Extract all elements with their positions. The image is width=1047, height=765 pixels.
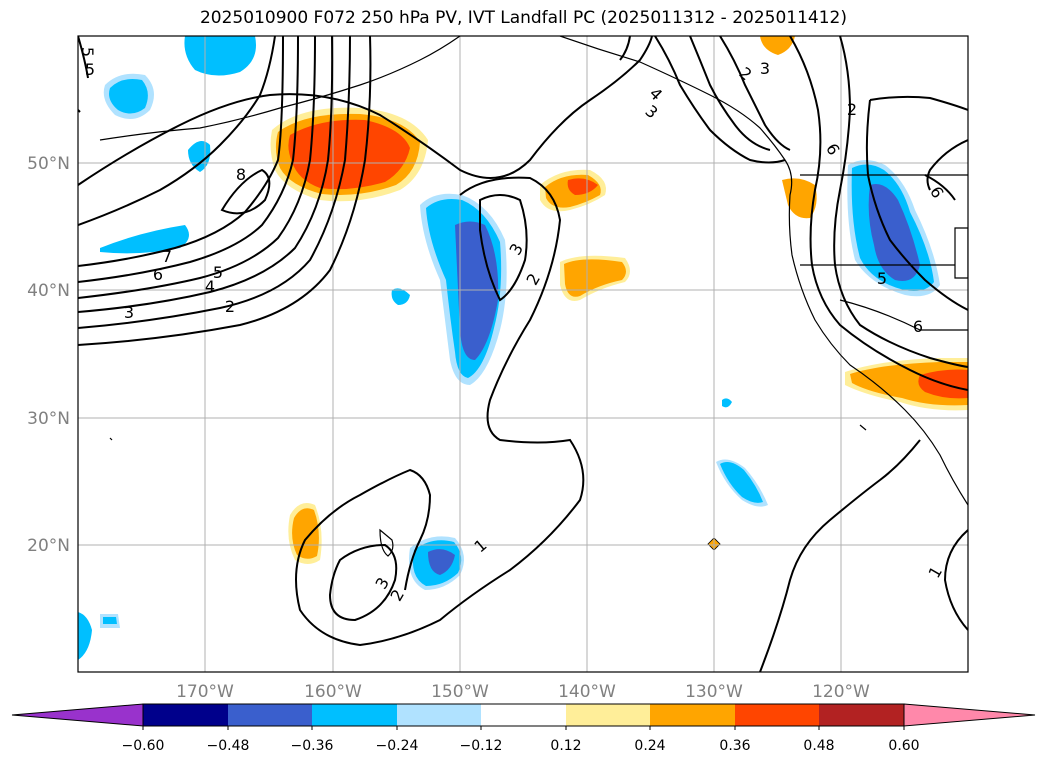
pv-anomaly-negative xyxy=(455,221,499,360)
colorbar: −0.60 −0.48 −0.36 −0.24 −0.12 0.12 0.24 0.36 0.4… xyxy=(11,703,1036,754)
lat-tick-label: 40°N xyxy=(27,281,70,301)
colorbar-tick-label: 0.12 xyxy=(550,738,581,754)
contour-label: 5 xyxy=(877,269,887,288)
lat-tick-layer: 50°N 40°N 30°N 20°N xyxy=(27,154,70,556)
pv-anomaly-negative xyxy=(720,462,763,503)
colorbar-tick-label: 0.48 xyxy=(803,738,834,754)
pv-anomaly-negative xyxy=(428,549,455,575)
map-title: 2025010900 F072 250 hPa PV, IVT Landfall… xyxy=(199,8,847,28)
colorbar-frame xyxy=(142,703,905,727)
lat-tick-label: 50°N xyxy=(27,154,70,174)
contour-label: 4 xyxy=(205,277,215,296)
contour-label: 7 xyxy=(162,247,172,266)
pv-anomaly-positive xyxy=(564,259,626,297)
colorbar-tick-label: 0.24 xyxy=(634,738,665,754)
pv-anomaly-negative xyxy=(184,36,256,76)
contour-label: 5 xyxy=(78,47,97,57)
pv-anomaly-negative xyxy=(78,612,92,660)
colorbar-tick-label: 0.36 xyxy=(719,738,750,754)
map-frame xyxy=(77,35,969,673)
colorbar-segment xyxy=(566,704,650,726)
colorbar-segment xyxy=(481,704,566,726)
pv-anomaly-positive xyxy=(567,178,598,195)
contour-label: 3 xyxy=(760,59,770,78)
lon-tick-label: 150°W xyxy=(431,682,489,702)
contour-label: 3 xyxy=(124,303,134,322)
colorbar-segment xyxy=(228,704,312,726)
colorbar-tick-label: −0.24 xyxy=(376,738,419,754)
pv-anomaly-positive xyxy=(760,36,795,55)
map-background xyxy=(78,36,968,672)
contour-label: 6 xyxy=(153,265,163,284)
contour-label: 2 xyxy=(225,297,235,316)
colorbar-tick-label: −0.36 xyxy=(291,738,334,754)
colorbar-tick-label: −0.48 xyxy=(207,738,250,754)
contour-label: 8 xyxy=(236,165,246,184)
colorbar-extension-low xyxy=(11,703,144,727)
lon-tick-label: 140°W xyxy=(558,682,616,702)
gridlines xyxy=(78,36,968,672)
colorbar-tick-label: 0.60 xyxy=(888,738,919,754)
lon-tick-label: 160°W xyxy=(304,682,362,702)
contour-label: 2 xyxy=(847,100,857,119)
pv-anomaly-negative xyxy=(391,288,410,305)
pv-anomaly-negative xyxy=(109,79,148,114)
coastlines xyxy=(99,36,968,557)
colorbar-segment xyxy=(397,704,481,726)
contour-label: 5 xyxy=(85,60,95,79)
pv-fill-layer xyxy=(78,36,968,660)
ivt-contours xyxy=(78,36,968,672)
pv-anomaly-positive xyxy=(292,508,319,559)
colorbar-segment xyxy=(650,704,735,726)
lon-tick-layer: 170°W 160°W 150°W 140°W 130°W 120°W xyxy=(176,682,870,702)
pv-anomaly-negative xyxy=(100,225,189,254)
colorbar-segment xyxy=(312,704,397,726)
pv-anomaly-positive xyxy=(288,119,410,190)
pv-anomaly-negative xyxy=(103,617,117,624)
lat-tick-label: 20°N xyxy=(27,536,70,556)
colorbar-segment xyxy=(819,704,904,726)
colorbar-extension-high xyxy=(903,703,1036,727)
pv-anomaly-negative xyxy=(868,184,920,281)
lon-tick-label: 170°W xyxy=(176,682,234,702)
pv-anomaly-negative xyxy=(722,398,732,408)
lon-tick-label: 130°W xyxy=(685,682,743,702)
lon-tick-label: 120°W xyxy=(812,682,870,702)
contour-label: 5 xyxy=(213,263,223,282)
contour-label: 6 xyxy=(913,317,923,336)
colorbar-tick-label: −0.12 xyxy=(460,738,503,754)
colorbar-segment xyxy=(143,704,228,726)
lat-tick-label: 30°N xyxy=(27,409,70,429)
colorbar-tick-label: −0.60 xyxy=(122,738,165,754)
colorbar-segment xyxy=(735,704,819,726)
